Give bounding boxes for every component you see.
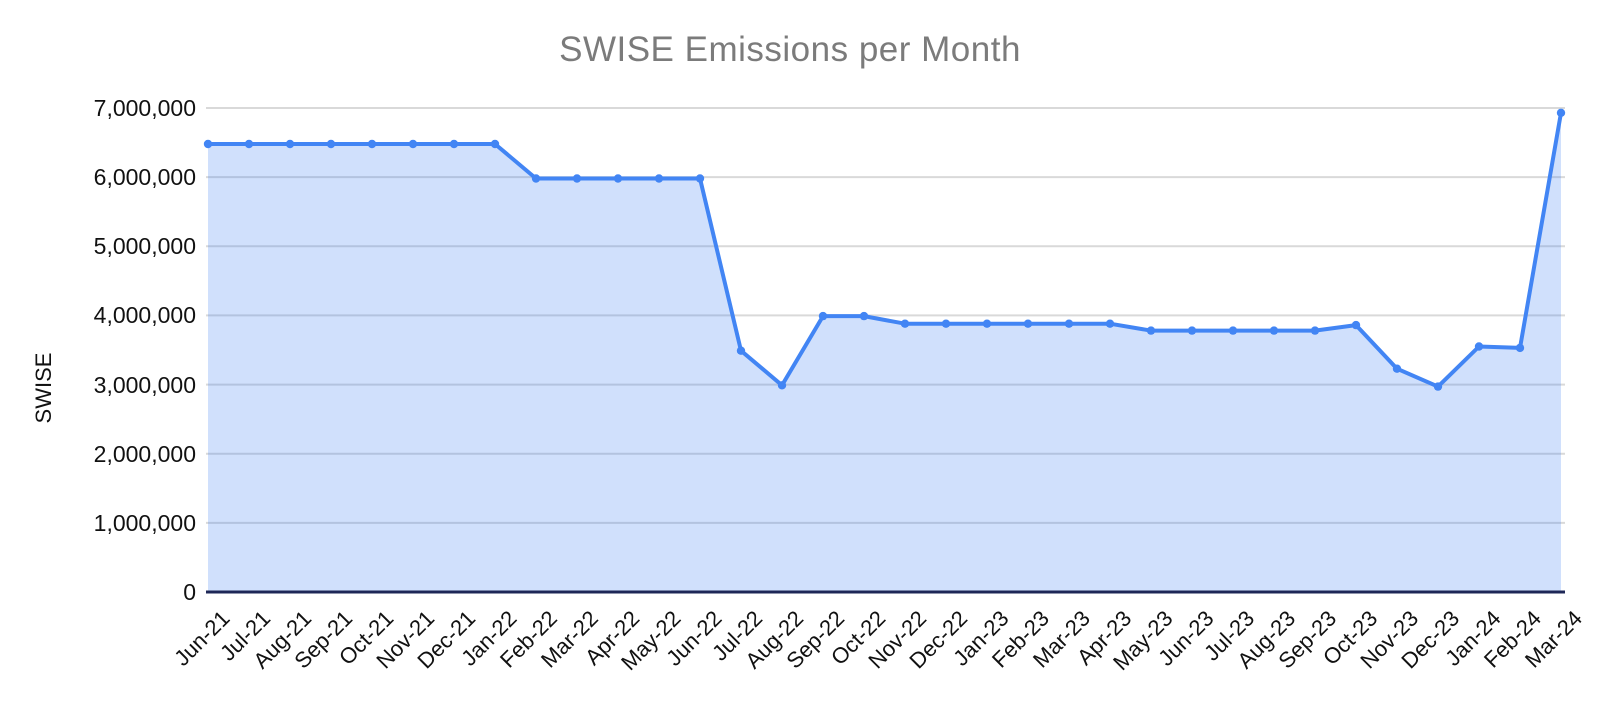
data-point-Aug-23[interactable] bbox=[1269, 326, 1279, 335]
y-tick-label: 3,000,000 bbox=[93, 371, 196, 398]
y-tick-label: 4,000,000 bbox=[93, 302, 196, 329]
data-point-Dec-22[interactable] bbox=[941, 319, 951, 328]
data-point-Jan-22[interactable] bbox=[490, 139, 500, 149]
data-point-Feb-23[interactable] bbox=[1023, 319, 1033, 328]
data-point-Jan-23[interactable] bbox=[982, 319, 992, 328]
data-point-Nov-23[interactable] bbox=[1392, 364, 1402, 373]
data-point-May-23[interactable] bbox=[1146, 326, 1156, 335]
data-point-Feb-24[interactable] bbox=[1515, 343, 1525, 353]
y-tick-label: 0 bbox=[183, 579, 196, 605]
data-point-Apr-22[interactable] bbox=[613, 174, 623, 183]
data-point-Feb-22[interactable] bbox=[531, 174, 541, 183]
y-tick-label: 5,000,000 bbox=[93, 233, 196, 260]
data-point-Jun-21[interactable] bbox=[203, 139, 213, 149]
data-point-Sep-23[interactable] bbox=[1310, 326, 1320, 335]
data-point-Jun-23[interactable] bbox=[1187, 326, 1197, 335]
y-tick-label: 6,000,000 bbox=[93, 164, 196, 191]
data-point-Dec-23[interactable] bbox=[1433, 382, 1443, 391]
data-point-Jul-21[interactable] bbox=[244, 139, 254, 149]
data-point-Jul-23[interactable] bbox=[1228, 326, 1238, 335]
data-point-Mar-22[interactable] bbox=[572, 174, 582, 183]
data-point-Sep-22[interactable] bbox=[818, 311, 828, 321]
chart-title: SWISE Emissions per Month bbox=[559, 30, 1021, 69]
data-point-Aug-22[interactable] bbox=[777, 381, 787, 390]
data-point-Oct-21[interactable] bbox=[367, 139, 377, 149]
data-point-Aug-21[interactable] bbox=[285, 139, 295, 149]
data-point-Apr-23[interactable] bbox=[1105, 319, 1115, 328]
data-point-Nov-21[interactable] bbox=[408, 139, 418, 149]
y-tick-label: 7,000,000 bbox=[93, 95, 196, 121]
data-point-Jan-24[interactable] bbox=[1474, 342, 1484, 351]
data-point-Oct-22[interactable] bbox=[859, 311, 869, 321]
y-tick-label: 1,000,000 bbox=[93, 509, 196, 536]
emissions-line bbox=[206, 110, 1563, 389]
data-point-Dec-21[interactable] bbox=[449, 139, 459, 149]
data-point-Sep-21[interactable] bbox=[326, 139, 336, 149]
data-point-Mar-24[interactable] bbox=[1556, 108, 1566, 118]
data-point-Jul-22[interactable] bbox=[736, 346, 746, 355]
data-point-Nov-22[interactable] bbox=[900, 319, 910, 328]
y-tick-label: 2,000,000 bbox=[93, 440, 196, 467]
data-point-May-22[interactable] bbox=[654, 174, 664, 183]
data-point-Jun-22[interactable] bbox=[695, 174, 705, 183]
data-point-Mar-23[interactable] bbox=[1064, 319, 1074, 328]
emissions-area-fill bbox=[208, 112, 1561, 593]
data-point-Oct-23[interactable] bbox=[1351, 320, 1361, 330]
